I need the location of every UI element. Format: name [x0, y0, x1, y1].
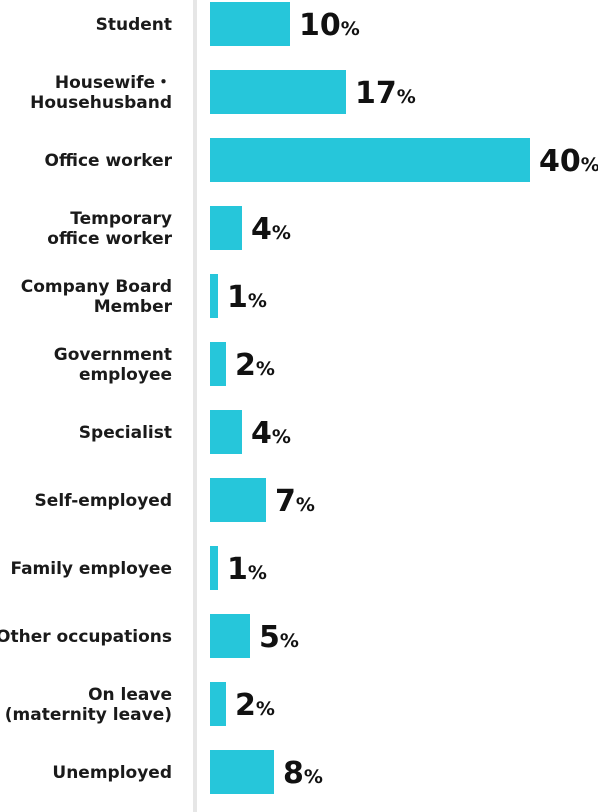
category-label: Government — [54, 345, 172, 365]
value-labels-group: 10%17%40%4%1%2%4%7%1%5%2%8% — [227, 8, 598, 791]
category-label: Office worker — [45, 151, 173, 171]
bar-5 — [210, 342, 226, 386]
category-label: employee — [79, 365, 172, 385]
bar-4 — [210, 274, 218, 318]
category-label: (maternity leave) — [5, 705, 172, 725]
bar-10 — [210, 682, 226, 726]
value-label: 1% — [227, 552, 267, 587]
value-label: 8% — [283, 756, 323, 791]
category-labels-group: Student Housewife・Househusband Office work… — [0, 15, 173, 783]
category-label: Student — [96, 15, 172, 35]
category-label: Family employee — [10, 559, 172, 579]
bar-9 — [210, 614, 250, 658]
value-label: 7% — [275, 484, 315, 519]
category-label: On leave — [88, 685, 172, 705]
category-label: Househusband — [30, 93, 172, 113]
category-label: Housewife・ — [55, 73, 172, 93]
value-label: 10% — [299, 8, 360, 43]
bars-group — [210, 2, 530, 794]
value-label: 4% — [251, 212, 291, 247]
axis-line — [193, 0, 197, 812]
value-label: 17% — [355, 76, 416, 111]
bar-11 — [210, 750, 274, 794]
bar-3 — [210, 206, 242, 250]
category-label: Other occupations — [0, 627, 172, 647]
category-label: Unemployed — [52, 763, 172, 783]
value-label: 2% — [235, 348, 275, 383]
category-label: Specialist — [79, 423, 172, 443]
value-label: 5% — [259, 620, 299, 655]
category-label: office worker — [47, 229, 172, 249]
value-label: 4% — [251, 416, 291, 451]
value-label: 2% — [235, 688, 275, 723]
bar-0 — [210, 2, 290, 46]
bar-7 — [210, 478, 266, 522]
category-label: Temporary — [70, 209, 172, 229]
category-label: Company Board — [21, 277, 172, 297]
bar-6 — [210, 410, 242, 454]
value-label: 40% — [539, 144, 598, 179]
bar-8 — [210, 546, 218, 590]
bar-2 — [210, 138, 530, 182]
value-label: 1% — [227, 280, 267, 315]
category-label: Member — [94, 297, 173, 317]
category-label: Self-employed — [35, 491, 172, 511]
bar-1 — [210, 70, 346, 114]
